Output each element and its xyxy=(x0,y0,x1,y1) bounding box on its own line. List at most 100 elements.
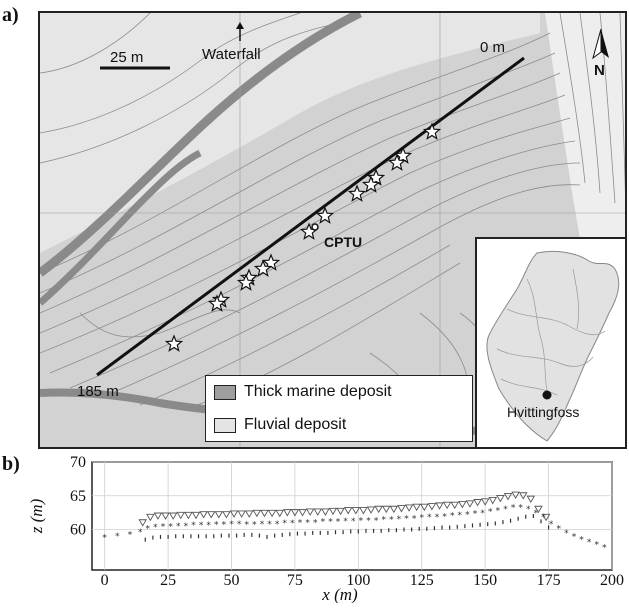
panel-b-label: b) xyxy=(2,453,20,475)
chart-points: * * * * * * * * * * * * * * * * * * * * * * * * * * * * * * * * * * * * * * * *… xyxy=(102,491,607,553)
survey-point-star xyxy=(393,146,413,164)
data-point-star: * xyxy=(541,513,546,523)
data-point-triangle xyxy=(176,511,186,520)
data-point-star: * xyxy=(229,520,234,530)
data-point-triangle xyxy=(541,513,551,522)
data-point-triangle xyxy=(458,501,467,509)
data-point-triangle xyxy=(374,505,383,514)
data-point-dot xyxy=(525,514,527,519)
data-point-star: * xyxy=(336,518,341,528)
data-point-star: * xyxy=(420,514,425,524)
data-point-dot xyxy=(517,516,519,521)
data-point-triangle xyxy=(427,503,437,511)
data-point-star: * xyxy=(199,521,204,531)
survey-point-star xyxy=(207,294,227,312)
data-point-triangle xyxy=(199,511,208,519)
hvittingfoss-marker xyxy=(542,390,552,400)
data-point-star: * xyxy=(366,516,371,526)
data-point-dot xyxy=(441,525,443,530)
north-arrow-icon xyxy=(592,28,609,60)
north-label: N xyxy=(594,62,605,79)
data-point-star: * xyxy=(602,543,607,553)
survey-points xyxy=(164,122,442,352)
data-point-star: * xyxy=(496,506,501,516)
data-point-star: * xyxy=(161,522,166,532)
data-point-triangle xyxy=(267,509,277,518)
data-point-dot xyxy=(388,528,390,533)
map-legend: Thick marine deposit Fluvial deposit xyxy=(205,375,473,442)
data-point-triangle xyxy=(336,507,345,516)
data-point-star: * xyxy=(473,510,478,520)
profile-end-label: 185 m xyxy=(77,383,119,400)
data-point-triangle xyxy=(420,503,429,512)
data-point-triangle xyxy=(214,511,224,519)
waterfall-arrow-head xyxy=(236,22,244,29)
data-point-star: * xyxy=(549,520,554,530)
data-point-dot xyxy=(281,532,283,537)
x-tick-label: 75 xyxy=(287,572,303,589)
data-point-star: * xyxy=(579,535,584,545)
steep-slope-region xyxy=(545,13,625,238)
data-point-triangle xyxy=(435,502,444,510)
legend-swatch-marine xyxy=(214,384,236,400)
data-point-star: * xyxy=(518,504,523,514)
data-point-star: * xyxy=(115,532,120,542)
data-point-dot xyxy=(182,534,184,539)
data-point-star: * xyxy=(102,533,107,543)
data-point-dot xyxy=(532,514,534,518)
data-point-triangle xyxy=(442,501,452,510)
data-point-dot xyxy=(479,522,481,527)
data-point-star: * xyxy=(237,520,242,530)
x-tick-label: 175 xyxy=(537,572,561,589)
scale-bar-label: 25 m xyxy=(110,49,143,66)
data-point-dot xyxy=(540,519,542,524)
data-point-triangle xyxy=(252,509,262,518)
data-point-dot xyxy=(464,524,466,529)
data-point-triangle xyxy=(290,509,300,517)
data-point-star: * xyxy=(313,518,318,528)
elevation-profile-chart: 0 25 50 75 100 125 150 175 200 60 65 70 * * * * * * * * * * *… xyxy=(0,450,629,604)
data-point-star: * xyxy=(556,524,561,534)
legend-item-marine: Thick marine deposit xyxy=(214,381,392,403)
data-point-triangle xyxy=(237,510,246,518)
data-point-dot xyxy=(426,526,428,531)
data-point-dot xyxy=(365,528,367,533)
data-point-dot xyxy=(547,525,550,530)
data-point-dot xyxy=(205,534,207,539)
data-point-dot xyxy=(433,526,436,531)
data-point-triangle xyxy=(146,513,155,522)
data-point-star: * xyxy=(214,520,219,530)
data-point-dot xyxy=(487,522,489,527)
data-point-triangle xyxy=(351,507,361,515)
data-point-star: * xyxy=(503,505,508,515)
data-point-triangle xyxy=(283,509,292,517)
data-point-star: * xyxy=(275,520,280,530)
data-point-dot xyxy=(235,533,238,538)
survey-point-star xyxy=(253,259,273,277)
data-point-star: * xyxy=(298,518,303,528)
x-axis-title: x (m) xyxy=(321,585,358,603)
location-inset-map: Hvittingfoss xyxy=(475,237,627,449)
river-channel-upper xyxy=(40,13,363,277)
cptu-marker xyxy=(311,223,319,231)
data-point-dot xyxy=(258,533,261,538)
data-point-star: * xyxy=(128,531,133,541)
data-point-triangle xyxy=(488,497,498,505)
data-point-star: * xyxy=(587,538,592,548)
y-axis-title: z (m) xyxy=(27,498,46,534)
river-channel-branch xyxy=(40,149,202,306)
data-point-triangle xyxy=(404,504,414,512)
data-point-triangle xyxy=(222,511,231,519)
inset-region xyxy=(486,250,620,442)
data-point-star: * xyxy=(381,516,386,526)
data-point-star: * xyxy=(397,515,402,525)
data-point-star: * xyxy=(488,508,493,518)
data-point-star: * xyxy=(153,523,158,533)
data-point-star: * xyxy=(412,514,417,524)
data-point-dot xyxy=(449,525,451,530)
y-tick-label: 60 xyxy=(70,522,86,539)
data-point-star: * xyxy=(595,541,600,551)
data-point-star: * xyxy=(267,520,272,530)
legend-item-fluvial: Fluvial deposit xyxy=(214,414,346,436)
data-point-dot xyxy=(220,533,222,538)
